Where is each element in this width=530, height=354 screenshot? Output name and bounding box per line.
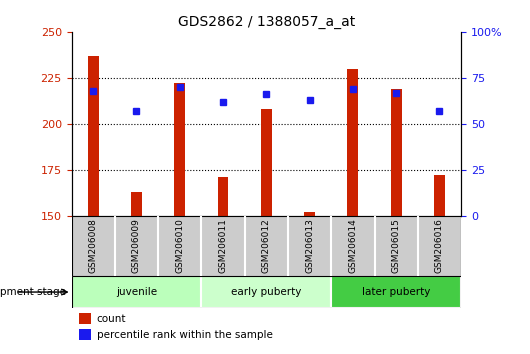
Bar [174, 84, 185, 216]
Bar [80, 329, 91, 340]
Text: count: count [97, 314, 126, 324]
Bar [434, 176, 445, 216]
Text: juvenile: juvenile [116, 287, 157, 297]
Bar [218, 177, 228, 216]
Bar [131, 192, 142, 216]
Bar [88, 56, 99, 216]
Bar [72, 276, 201, 308]
Bar [201, 276, 331, 308]
Text: GSM206012: GSM206012 [262, 219, 271, 273]
Text: GSM206013: GSM206013 [305, 218, 314, 274]
Text: GSM206015: GSM206015 [392, 218, 401, 274]
Bar [261, 109, 272, 216]
Bar [391, 89, 402, 216]
Text: GSM206010: GSM206010 [175, 218, 184, 274]
Bar [80, 313, 91, 324]
Text: development stage: development stage [0, 287, 66, 297]
Text: GSM206014: GSM206014 [348, 219, 357, 273]
Text: later puberty: later puberty [362, 287, 430, 297]
Bar [304, 212, 315, 216]
Text: GSM206009: GSM206009 [132, 218, 141, 274]
Title: GDS2862 / 1388057_a_at: GDS2862 / 1388057_a_at [178, 16, 355, 29]
Text: early puberty: early puberty [231, 287, 302, 297]
Text: GSM206011: GSM206011 [218, 218, 227, 274]
Text: percentile rank within the sample: percentile rank within the sample [97, 330, 273, 339]
Text: GSM206008: GSM206008 [89, 218, 98, 274]
Text: GSM206016: GSM206016 [435, 218, 444, 274]
Bar [331, 276, 461, 308]
Bar [348, 69, 358, 216]
